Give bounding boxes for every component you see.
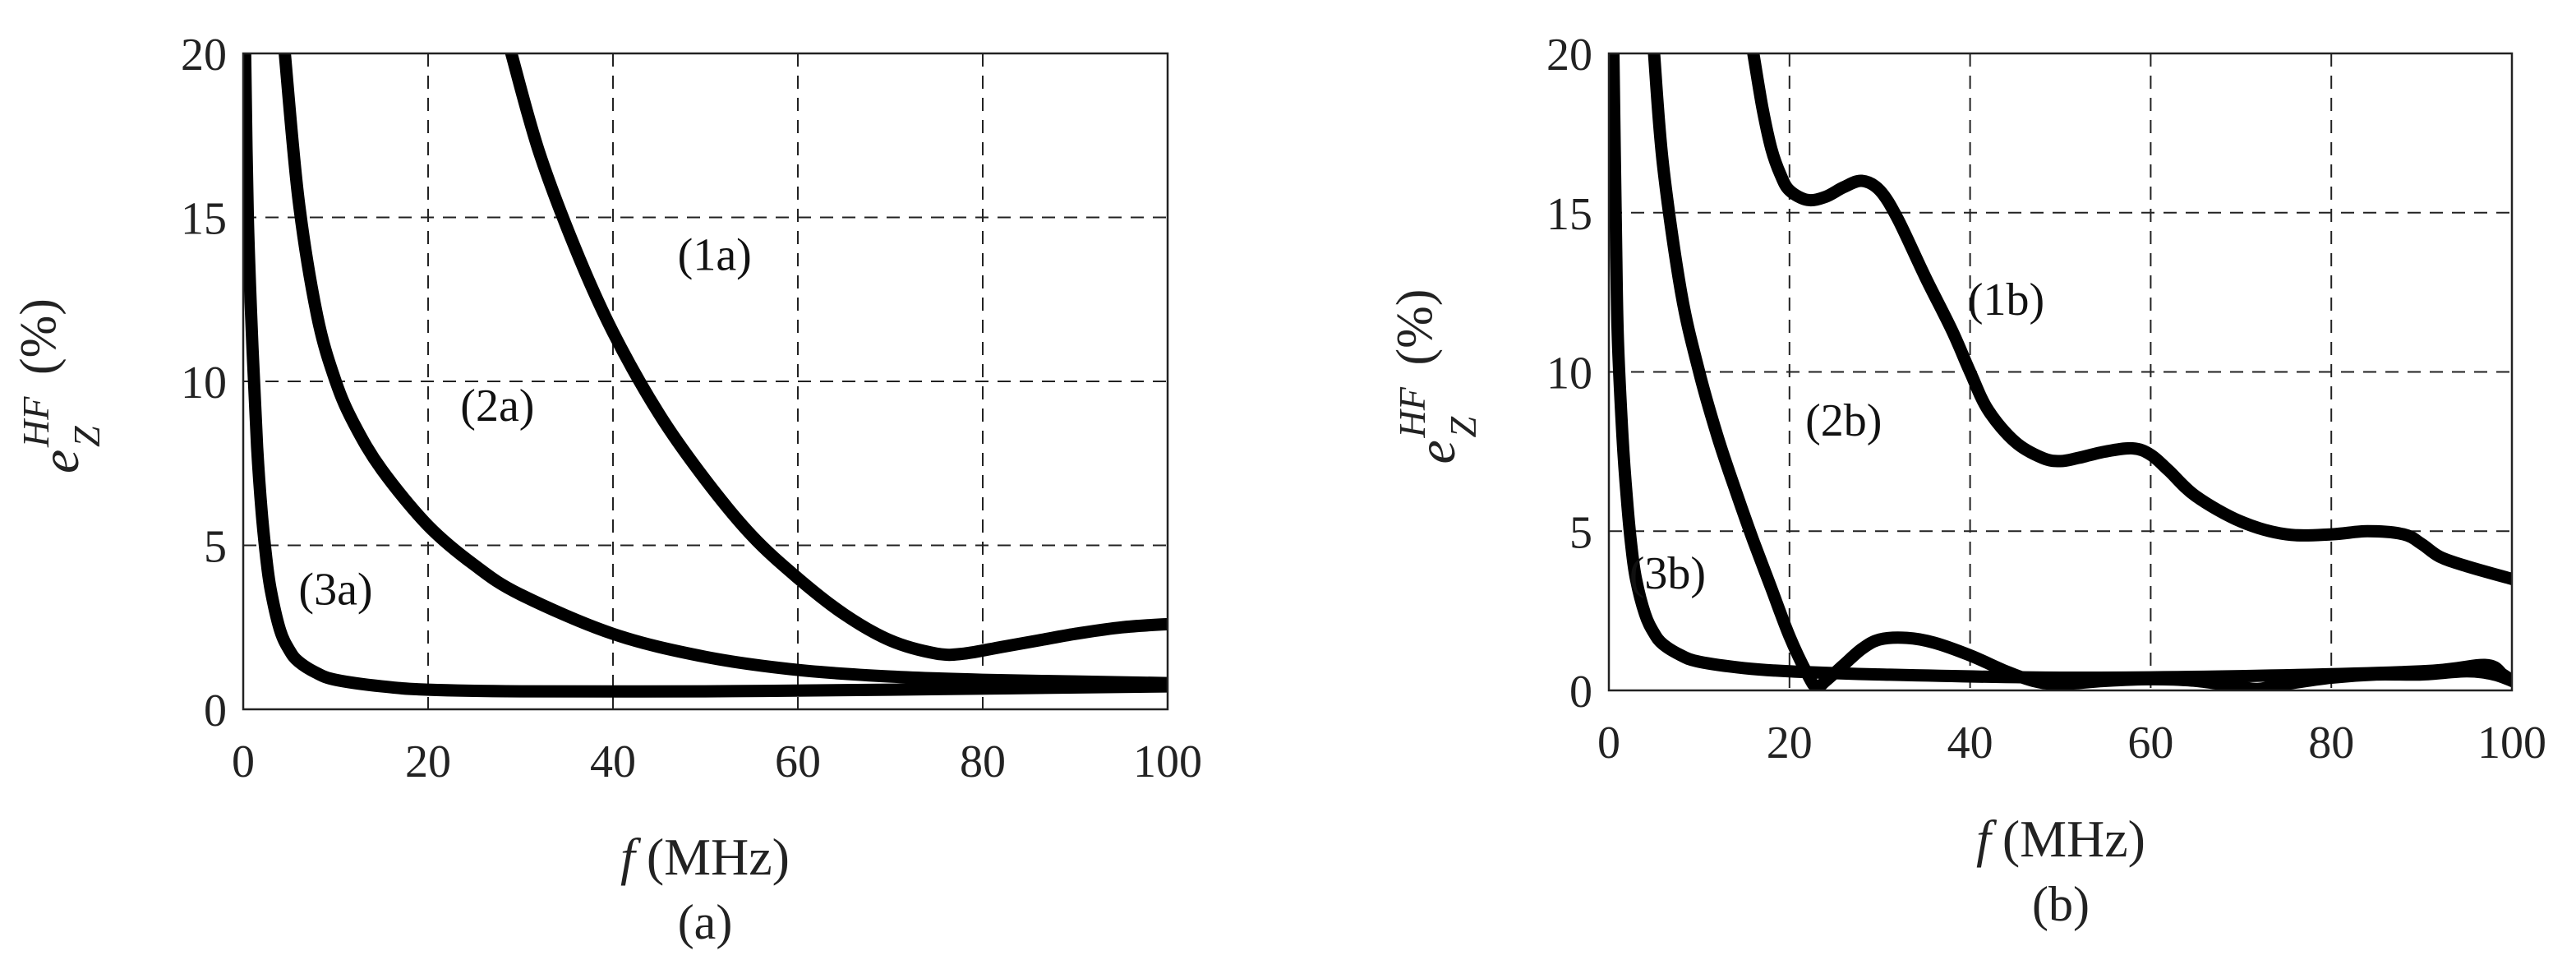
y-axis-label: eHF Z (%) — [11, 298, 108, 473]
panel-label: (b) — [2032, 877, 2090, 931]
y-tick-label: 10 — [1546, 348, 1592, 399]
x-tick-label: 60 — [775, 736, 821, 787]
plot-frame — [242, 52, 1169, 711]
svg-text:HF: HF — [15, 396, 57, 448]
series-line-2b — [1647, 53, 2512, 690]
y-tick-label: 5 — [204, 522, 227, 573]
x-tick-label: 40 — [590, 736, 636, 787]
y-tick-label: 5 — [1569, 507, 1592, 558]
y-tick-label: 10 — [181, 358, 227, 408]
svg-text:(%): (%) — [11, 298, 67, 375]
y-tick-label: 15 — [181, 194, 227, 245]
x-tick-label: 80 — [2308, 718, 2354, 768]
x-tick-label: 20 — [1767, 718, 1813, 768]
y-tick-label: 20 — [1546, 30, 1592, 81]
chart-panel-b: (1b) (2b) (3b) 0 20 40 60 80 100 0 5 10 15 20 f (MHz) (b… — [1387, 30, 2546, 931]
plot-frame — [1607, 52, 2514, 692]
series-label-1a: (1a) — [678, 229, 752, 280]
x-tick-label: 0 — [232, 736, 255, 787]
chart-panel-a: (1a) (2a) (3a) 0 20 40 60 80 100 0 5 10 15 20 f (MHz) (a… — [11, 30, 1202, 949]
svg-text:(%): (%) — [1387, 289, 1443, 366]
x-tick-label: 100 — [2477, 718, 2546, 768]
x-tick-label: 60 — [2127, 718, 2173, 768]
series-label-2b: (2b) — [1805, 395, 1882, 446]
series-line-1b — [1747, 53, 2512, 585]
series-label-1b: (1b) — [1968, 275, 2044, 325]
x-tick-label: 0 — [1597, 718, 1620, 768]
series-label-2a: (2a) — [460, 381, 534, 432]
svg-text:Z: Z — [66, 426, 108, 447]
x-tick-label: 40 — [1947, 718, 1993, 768]
series-line-2a — [279, 53, 1168, 690]
svg-text:HF: HF — [1391, 386, 1433, 438]
series-line-3a — [243, 53, 1168, 698]
svg-text:e: e — [1407, 440, 1467, 464]
series-label-3a: (3a) — [298, 564, 372, 615]
x-tick-label: 20 — [405, 736, 451, 787]
y-tick-label: 15 — [1546, 189, 1592, 240]
svg-text:e: e — [30, 450, 90, 473]
panel-label: (a) — [678, 895, 733, 949]
x-axis-label: f (MHz) — [1976, 810, 2145, 868]
series-line-1a — [505, 53, 1168, 662]
x-tick-label: 80 — [960, 736, 1006, 787]
y-axis-label: eHF Z (%) — [1387, 289, 1484, 464]
x-axis-label: f (MHz) — [620, 828, 790, 886]
svg-text:Z: Z — [1442, 417, 1484, 438]
y-tick-label: 0 — [204, 685, 227, 736]
series-label-3b: (3b) — [1629, 548, 1706, 599]
y-tick-label: 0 — [1569, 667, 1592, 718]
x-tick-label: 100 — [1133, 736, 1202, 787]
y-tick-label: 20 — [181, 30, 227, 81]
series-line-3b — [1609, 53, 2512, 687]
